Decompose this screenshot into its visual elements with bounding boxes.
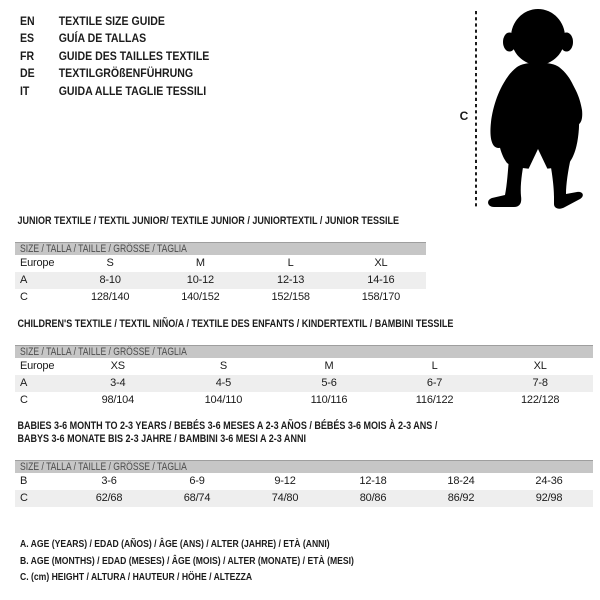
columns-header-row: Europe S M L XL [15,255,426,272]
legend-line-a: A. AGE (YEARS) / EDAD (AÑOS) / ÂGE (ANS)… [20,538,330,550]
guide-title-en: TEXTILE SIZE GUIDE [58,14,165,28]
table-cell: 6-7 [426,377,443,389]
size-header-bar: SIZE / TALLA / TAILLE / GRÖSSE / TAGLIA [15,460,593,473]
table-cell: 158/170 [361,291,401,303]
table-row-c: C 128/140 140/152 152/158 158/170 [15,289,426,306]
table-cell: 18-24 [447,475,475,487]
table-cell: 68/74 [183,492,211,504]
table-cell: 86/92 [447,492,475,504]
children-size-table: SIZE / TALLA / TAILLE / GRÖSSE / TAGLIA E… [15,345,593,409]
column-header: S [106,257,114,269]
babies-table-title: BABYS 3-6 MONATE BIS 2-3 JAHRE / BAMBINI… [17,433,306,445]
size-header-bar: SIZE / TALLA / TAILLE / GRÖSSE / TAGLIA [15,242,426,255]
table-cell: 14-16 [367,274,395,286]
children-table-section: CHILDREN'S TEXTILE / TEXTIL NIÑO/A / TEX… [15,318,593,409]
lang-row-it: IT GUIDA ALLE TAGLIE TESSILI [20,83,209,100]
guide-title-de: TEXTILGRÖßENFÜHRUNG [58,66,194,81]
lang-row-fr: FR GUIDE DES TAILLES TEXTILE [20,48,209,65]
children-table-title: CHILDREN'S TEXTILE / TEXTIL NIÑO/A / TEX… [17,318,454,330]
table-cell: 92/98 [535,492,563,504]
table-cell: 10-12 [186,274,214,286]
row-label: A [20,377,28,389]
table-row-a: A 8-10 10-12 12-13 14-16 [15,272,426,289]
row-label: C [20,492,28,504]
table-cell: 80/86 [359,492,387,504]
table-cell: 3-6 [101,475,117,487]
table-cell: 12-18 [359,475,387,487]
table-cell: 9-12 [274,475,296,487]
junior-size-table: SIZE / TALLA / TAILLE / GRÖSSE / TAGLIA E… [15,242,426,306]
guide-title-es: GUÍA DE TALLAS [58,31,147,46]
lang-code: FR [20,48,35,63]
region-label: Europe [20,360,55,372]
column-header: M [324,360,334,372]
column-header: M [195,257,205,269]
table-cell: 116/122 [415,394,454,406]
lang-code: DE [20,66,35,81]
guide-title-it: GUIDA ALLE TAGLIE TESSILI [58,83,207,98]
toddler-silhouette-icon [475,9,583,209]
table-row-c: C 98/104 104/110 110/116 116/122 122/128 [15,392,593,409]
babies-table-section: BABIES 3-6 MONTH TO 2-3 YEARS / BEBÉS 3-… [15,420,593,507]
junior-table-title: JUNIOR TEXTILE / TEXTIL JUNIOR/ TEXTILE … [17,215,400,227]
table-row-b: B 3-6 6-9 9-12 12-18 18-24 24-36 [15,473,593,490]
junior-table-section: JUNIOR TEXTILE / TEXTIL JUNIOR/ TEXTILE … [15,215,426,306]
table-cell: 5-6 [321,377,337,389]
table-cell: 8-10 [99,274,121,286]
lang-code: EN [20,14,35,28]
size-header-label: SIZE / TALLA / TAILLE / GRÖSSE / TAGLIA [20,243,187,255]
babies-size-table: SIZE / TALLA / TAILLE / GRÖSSE / TAGLIA B… [15,460,593,507]
table-cell: 140/152 [181,291,220,303]
measurement-legend: A. AGE (YEARS) / EDAD (AÑOS) / ÂGE (ANS)… [20,536,427,586]
table-cell: 62/68 [95,492,123,504]
measure-label-c: C [459,109,469,123]
table-cell: 104/110 [204,394,243,406]
legend-line-b: B. AGE (MONTHS) / EDAD (MESES) / ÂGE (MO… [20,554,354,567]
table-row-a: A 3-4 4-5 5-6 6-7 7-8 [15,375,593,392]
lang-code: IT [20,83,30,98]
guide-title-fr: GUIDE DES TAILLES TEXTILE [58,48,210,63]
size-header-bar: SIZE / TALLA / TAILLE / GRÖSSE / TAGLIA [15,345,593,358]
size-header-label: SIZE / TALLA / TAILLE / GRÖSSE / TAGLIA [20,461,187,473]
column-header: L [287,257,294,269]
column-header: XS [110,360,125,372]
lang-row-es: ES GUÍA DE TALLAS [20,30,209,47]
row-label: A [20,274,28,286]
table-cell: 98/104 [101,394,135,406]
table-cell: 110/116 [310,394,348,406]
column-header: S [219,360,227,372]
column-header: XL [533,360,547,372]
table-row-c: C 62/68 68/74 74/80 80/86 86/92 92/98 [15,490,593,507]
table-cell: 3-4 [110,377,126,389]
row-label: C [20,394,28,406]
legend-line-c: C. (cm) HEIGHT / ALTURA / HAUTEUR / HÖHE… [20,571,253,583]
row-label: C [20,291,28,303]
column-header: L [431,360,438,372]
row-label: B [20,475,28,487]
table-cell: 7-8 [532,377,549,389]
table-cell: 24-36 [535,475,563,487]
table-cell: 122/128 [520,394,560,406]
height-measure-figure: C [450,5,600,215]
column-header: XL [374,257,388,269]
size-header-label: SIZE / TALLA / TAILLE / GRÖSSE / TAGLIA [20,346,187,358]
table-cell: 128/140 [90,291,130,303]
language-title-block: EN TEXTILE SIZE GUIDE ES GUÍA DE TALLAS … [20,13,235,100]
lang-row-de: DE TEXTILGRÖßENFÜHRUNG [20,65,209,82]
columns-header-row: Europe XS S M L XL [15,358,593,375]
table-cell: 152/158 [271,291,310,303]
table-cell: 6-9 [189,475,205,487]
babies-table-title: BABIES 3-6 MONTH TO 2-3 YEARS / BEBÉS 3-… [17,420,438,432]
lang-row-en: EN TEXTILE SIZE GUIDE [20,13,209,30]
table-cell: 12-13 [277,274,305,286]
lang-code: ES [20,31,35,46]
table-cell: 4-5 [215,377,232,389]
region-label: Europe [20,257,55,269]
table-cell: 74/80 [271,492,299,504]
